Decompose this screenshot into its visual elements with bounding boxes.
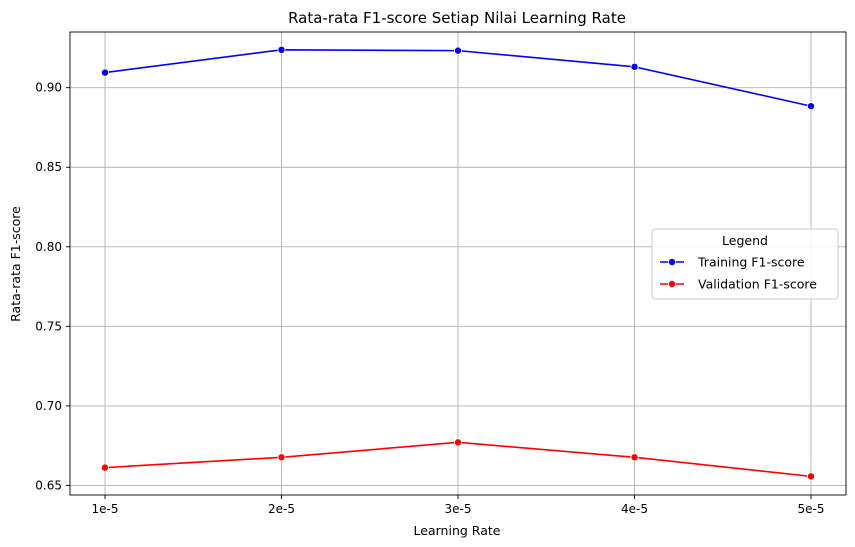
y-tick-label: 0.90: [35, 81, 62, 95]
legend-marker: [668, 279, 677, 288]
x-axis-ticks: 1e-5 2e-5 3e-5 4e-5 5e-5: [92, 495, 825, 516]
legend-title: Legend: [722, 233, 768, 248]
data-point: [453, 46, 462, 55]
series-training: [101, 45, 816, 111]
x-axis-label: Learning Rate: [414, 523, 501, 538]
x-tick-label: 5e-5: [798, 502, 825, 516]
legend-label: Training F1-score: [697, 255, 805, 270]
legend-marker: [668, 257, 677, 266]
legend-entries: Training F1-score Validation F1-score: [660, 255, 817, 292]
x-tick-label: 3e-5: [445, 502, 472, 516]
y-tick-label: 0.65: [35, 478, 62, 492]
y-axis-ticks: 0.65 0.70 0.75 0.80 0.85 0.90: [35, 81, 70, 492]
legend-box: [651, 228, 839, 300]
x-tick-label: 2e-5: [268, 502, 295, 516]
legend-entry: Training F1-score: [660, 255, 805, 270]
data-point: [630, 453, 639, 462]
data-point: [807, 472, 816, 481]
data-point: [453, 438, 462, 447]
y-tick-label: 0.75: [35, 319, 62, 333]
legend-label: Validation F1-score: [698, 277, 817, 292]
data-point: [630, 62, 639, 71]
data-point: [101, 68, 110, 77]
legend: Legend Training F1-score Validation F1-sc…: [651, 228, 839, 300]
x-tick-label: 4e-5: [621, 502, 648, 516]
y-tick-label: 0.80: [35, 240, 62, 254]
y-axis-label: Rata-rata F1-score: [8, 206, 23, 322]
series-lines: [101, 45, 816, 481]
data-point: [277, 45, 286, 54]
chart-title: Rata-rata F1-score Setiap Nilai Learning…: [288, 9, 626, 27]
y-tick-label: 0.70: [35, 399, 62, 413]
data-point: [101, 463, 110, 472]
x-tick-label: 1e-5: [92, 502, 119, 516]
y-tick-label: 0.85: [35, 160, 62, 174]
series-validation: [101, 438, 816, 481]
data-point: [277, 453, 286, 462]
data-point: [807, 102, 816, 111]
legend-entry: Validation F1-score: [660, 277, 817, 292]
